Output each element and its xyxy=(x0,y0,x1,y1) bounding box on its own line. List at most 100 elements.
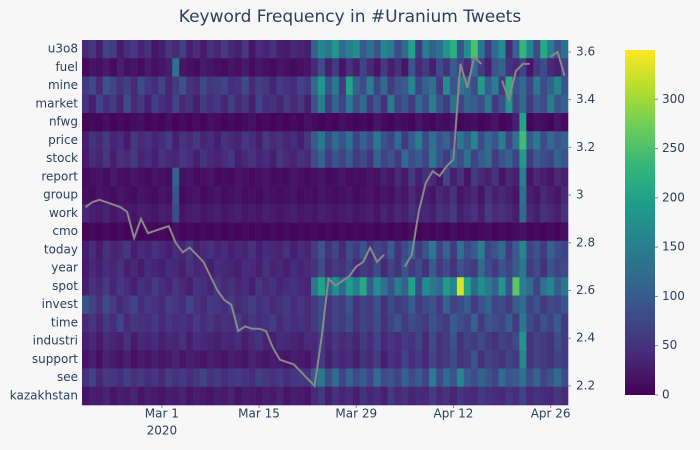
heatmap-cell xyxy=(436,259,444,278)
heatmap-cell xyxy=(227,167,236,187)
heatmap-cell xyxy=(470,332,479,351)
heatmap-cell xyxy=(325,204,333,223)
heatmap-cell xyxy=(262,332,270,351)
heatmap-cell xyxy=(345,167,354,187)
heatmap-cell xyxy=(436,94,444,114)
heatmap-cell xyxy=(116,131,124,150)
heatmap-cell xyxy=(88,368,97,388)
heatmap-cell xyxy=(276,167,284,187)
heatmap-cell xyxy=(463,368,472,388)
heatmap-cell xyxy=(213,332,222,351)
heatmap-cell xyxy=(519,204,527,223)
heatmap-cell xyxy=(338,222,347,242)
heatmap-cell xyxy=(123,386,131,406)
heatmap-cell xyxy=(484,350,492,369)
heatmap-cell xyxy=(213,167,222,187)
heatmap-cell xyxy=(158,350,166,369)
heatmap-cell xyxy=(102,113,111,132)
heatmap-cell xyxy=(165,40,173,59)
heatmap-cell xyxy=(123,58,131,77)
heatmap-cell xyxy=(206,58,215,77)
heatmap-cell xyxy=(512,368,520,388)
heatmap-cell xyxy=(470,386,479,406)
heatmap-cell xyxy=(436,113,444,132)
heatmap-cell xyxy=(172,368,180,388)
heatmap-cell xyxy=(213,240,222,260)
heatmap-cell xyxy=(345,259,354,278)
heatmap-cell xyxy=(234,332,242,351)
heatmap-cell xyxy=(526,113,534,132)
heatmap-cell xyxy=(95,186,104,205)
heatmap-cell xyxy=(463,94,472,114)
heatmap-cell xyxy=(165,277,173,296)
heatmap-cell xyxy=(193,240,201,260)
heatmap-cell xyxy=(540,332,548,351)
heatmap-cell xyxy=(422,149,430,169)
heatmap-cell xyxy=(241,186,249,205)
heatmap-cell xyxy=(484,113,492,132)
heatmap-cell xyxy=(387,94,395,114)
colorbar-tick-label: 50 xyxy=(662,338,677,352)
heatmap-cell xyxy=(234,186,242,205)
heatmap-cell xyxy=(276,204,284,223)
heatmap-cell xyxy=(227,94,236,114)
heatmap-cell xyxy=(512,40,520,59)
heatmap-cell xyxy=(116,313,124,333)
heatmap-cell xyxy=(443,277,451,296)
heatmap-cell xyxy=(283,76,291,96)
heatmap-cell xyxy=(318,149,326,169)
heatmap-cell xyxy=(498,240,506,260)
heatmap-cell xyxy=(151,40,159,59)
heatmap-cell xyxy=(283,186,291,205)
heatmap-cell xyxy=(387,167,395,187)
heatmap-cell xyxy=(304,222,312,242)
heatmap-cell xyxy=(116,222,124,242)
heatmap-cell xyxy=(255,368,263,388)
heatmap-cell xyxy=(151,368,159,388)
heatmap-cell xyxy=(179,240,187,260)
heatmap-cell xyxy=(373,58,381,77)
heatmap-cell xyxy=(470,240,479,260)
heatmap-cell xyxy=(456,350,465,369)
heatmap-cell xyxy=(366,222,374,242)
heatmap-cell xyxy=(331,313,340,333)
heatmap-cell xyxy=(227,113,236,132)
heatmap-cell xyxy=(352,277,361,296)
heatmap-cell xyxy=(338,94,347,114)
heatmap-cell xyxy=(449,94,458,114)
heatmap-cell xyxy=(269,386,277,406)
heatmap-cell xyxy=(436,76,444,96)
heatmap-cell xyxy=(436,277,444,296)
heatmap-cell xyxy=(116,332,124,351)
heatmap-cell xyxy=(519,222,527,242)
heatmap-cell xyxy=(477,259,485,278)
heatmap-cell xyxy=(206,240,215,260)
heatmap-cell xyxy=(200,131,208,150)
heatmap-cell xyxy=(311,94,319,114)
heatmap-cell xyxy=(505,186,513,205)
heatmap-cell xyxy=(387,350,395,369)
heatmap-cell xyxy=(484,386,492,406)
heatmap-cell xyxy=(82,259,90,278)
heatmap-cell xyxy=(311,204,319,223)
heatmap-cell xyxy=(547,186,555,205)
heatmap-cell xyxy=(477,313,485,333)
heatmap-cell xyxy=(311,259,319,278)
heatmap-cell xyxy=(519,131,527,150)
heatmap-cell xyxy=(206,386,215,406)
heatmap-cell xyxy=(401,113,409,132)
heatmap-cell xyxy=(82,113,90,132)
heatmap-cell xyxy=(547,167,555,187)
heatmap-cell xyxy=(88,186,97,205)
heatmap-cell xyxy=(220,313,229,333)
colorbar-tick-label: 200 xyxy=(662,190,685,204)
heatmap-cell xyxy=(519,113,527,132)
heatmap-cell xyxy=(88,386,97,406)
heatmap-cell xyxy=(290,295,298,315)
heatmap-cell xyxy=(290,368,298,388)
heatmap-cell xyxy=(262,76,270,96)
heatmap-cell xyxy=(186,222,194,242)
heatmap-cell xyxy=(415,277,423,296)
heatmap-cell xyxy=(394,277,402,296)
heatmap-cell xyxy=(352,204,361,223)
